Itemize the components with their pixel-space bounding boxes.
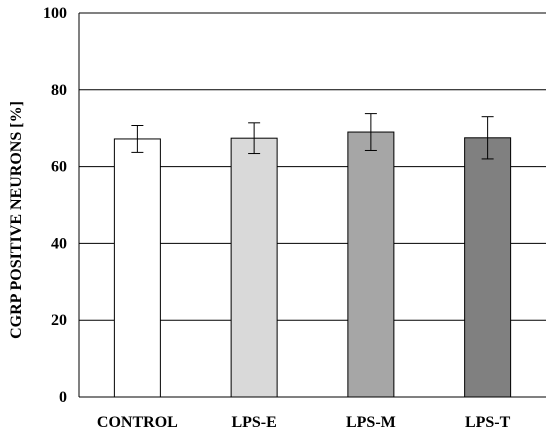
axes	[78, 13, 546, 398]
y-tick-label: 40	[51, 235, 67, 252]
category-label: LPS-M	[346, 414, 396, 431]
bars	[113, 131, 512, 398]
category-label: LPS-E	[231, 414, 276, 431]
error-bars	[131, 113, 494, 160]
bar-lps-e	[230, 137, 278, 398]
y-axis-title: CGRP POSITIVE NEURONS [%]	[8, 101, 25, 339]
y-tick-label: 100	[43, 5, 67, 22]
y-tick-label: 20	[51, 312, 67, 329]
y-tick-label: 80	[51, 82, 67, 99]
error-bar	[131, 125, 144, 153]
error-bar	[248, 122, 261, 155]
bar-lps-t	[464, 137, 512, 398]
error-bar	[364, 113, 377, 151]
category-label: CONTROL	[97, 414, 178, 431]
category-label: LPS-T	[465, 414, 511, 431]
y-tick-label: 60	[51, 159, 67, 176]
bar-control	[113, 138, 161, 398]
category-labels: CONTROL LPS-E LPS-M LPS-T	[97, 414, 511, 431]
y-tick-label: 0	[59, 389, 67, 406]
y-tick-labels: 0 20 40 60 80 100	[43, 5, 67, 406]
error-bar	[481, 116, 494, 160]
bar-lps-m	[347, 131, 395, 398]
